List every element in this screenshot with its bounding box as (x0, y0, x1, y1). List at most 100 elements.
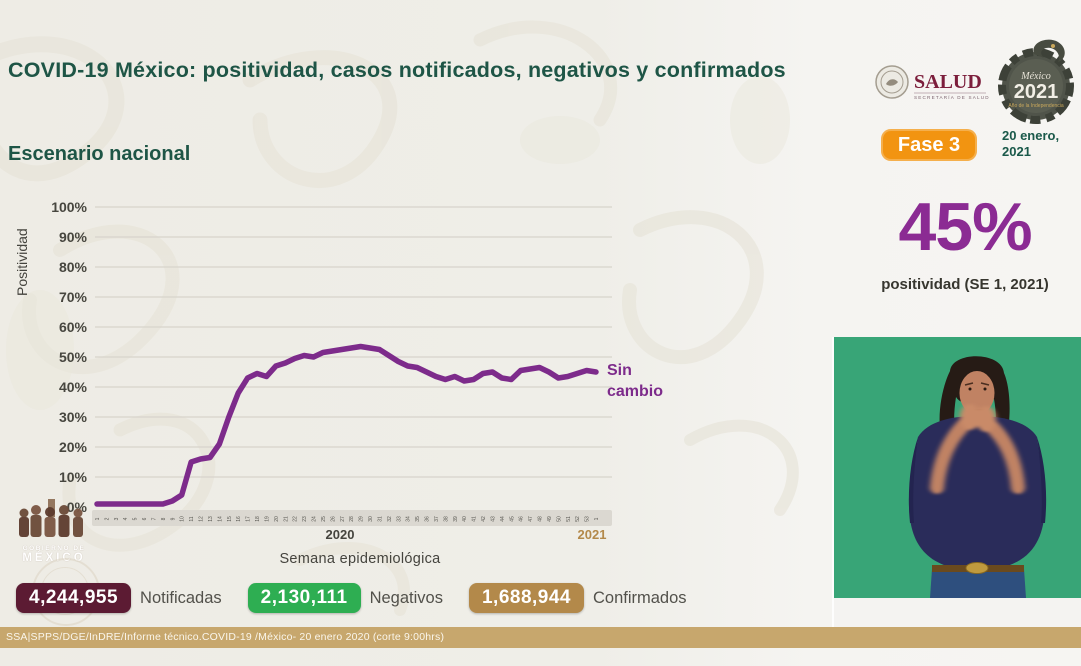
salud-wordmark: SALUD (914, 71, 982, 93)
x-tick-label: 43 (490, 516, 496, 522)
x-tick-label: 28 (349, 516, 355, 522)
x-tick-label: 42 (481, 516, 487, 522)
video-bottom-band (834, 598, 1081, 627)
x-tick-label: 19 (264, 516, 270, 522)
y-tick-label: 30% (59, 409, 88, 425)
salud-subtext: SECRETARÍA DE SALUD (914, 94, 990, 100)
notificadas-label: Notificadas (140, 588, 222, 607)
x-tick-label: 1 (95, 517, 101, 520)
x-tick-label: 36 (425, 516, 431, 522)
y-axis-title: Positividad (14, 228, 30, 296)
x-axis-band (92, 510, 612, 526)
salud-logo: SALUD SECRETARÍA DE SALUD (875, 65, 990, 100)
positivity-chart: 0%10%20%30%40%50%60%70%80%90%100%1 2 3 4 5 6 7… (51, 199, 612, 542)
gobierno-text-line1: GOBIERNO DE (22, 545, 86, 552)
x-tick-label: 26 (330, 516, 336, 522)
fase-badge: Fase 3 (881, 129, 977, 161)
x-tick-label: 49 (547, 516, 553, 522)
x-tick-label: 53 (585, 516, 591, 522)
source-bar: SSA|SPPS/DGE/InDRE/Informe técnico.COVID… (0, 627, 1081, 648)
x-tick-label: 45 (509, 516, 515, 522)
x-tick-label: 14 (217, 516, 223, 522)
y-tick-label: 90% (59, 229, 88, 245)
negativos-badge: 2,130,111 (247, 583, 361, 613)
x-tick-label: 3 (114, 517, 120, 520)
x-tick-label: 44 (500, 516, 506, 522)
interpreter-video (832, 337, 1081, 627)
x-tick-label: 31 (377, 516, 383, 522)
y-tick-label: 60% (59, 319, 88, 335)
confirmados-badge: 1,688,944 (468, 583, 584, 613)
report-date-line2: 2021 (1002, 144, 1031, 159)
mexico-2021-logo: México 2021 Año de la Independencia (998, 39, 1074, 124)
report-date-line1: 20 enero, (1002, 128, 1060, 143)
logo-tagline: Año de la Independencia (1008, 103, 1064, 109)
line-annotation: Sin cambio (607, 362, 664, 400)
logo-script: México (1020, 71, 1050, 82)
y-tick-label: 20% (59, 439, 88, 455)
x-tick-label: 8 (161, 517, 167, 520)
heroes-figures-icon (19, 499, 83, 537)
negativos-label: Negativos (369, 588, 443, 607)
x-tick-label: 51 (566, 516, 572, 522)
x-tick-label: 23 (302, 516, 308, 522)
y-tick-label: 50% (59, 349, 88, 365)
x-tick-label: 18 (255, 516, 261, 522)
notificadas-badge: 4,244,955 (16, 583, 132, 613)
x-tick-label: 10 (180, 516, 186, 522)
x-tick-label: 1 (594, 517, 600, 520)
y-tick-label: 100% (51, 199, 87, 215)
serpent-head-icon (1033, 39, 1065, 62)
x-tick-label: 37 (434, 516, 440, 522)
x-tick-label: 20 (274, 516, 280, 522)
logo-year: 2021 (1014, 81, 1059, 103)
x-tick-label: 21 (283, 516, 289, 522)
x-tick-label: 29 (359, 516, 365, 522)
interpreter-figure (834, 337, 1081, 598)
x-tick-label: 33 (396, 516, 402, 522)
x-tick-label: 52 (575, 516, 581, 522)
y-tick-label: 0% (67, 499, 88, 515)
section-subtitle: Escenario nacional (8, 143, 191, 165)
x-tick-label: 40 (462, 516, 468, 522)
x-tick-label: 38 (443, 516, 449, 522)
x-tick-label: 41 (472, 516, 478, 522)
x-tick-label: 24 (312, 516, 318, 522)
x-tick-label: 35 (415, 516, 421, 522)
x-tick-label: 12 (199, 516, 205, 522)
totals-row: 4,244,955 Notificadas 2,130,111 Negativo… (16, 583, 713, 613)
x-tick-label: 50 (556, 516, 562, 522)
report-date: 20 enero, 2021 (1002, 128, 1059, 160)
x-tick-label: 9 (170, 517, 176, 520)
x-tick-label: 7 (151, 517, 157, 520)
page-title: COVID-19 México: positividad, casos noti… (8, 58, 786, 82)
x-tick-label: 17 (246, 516, 252, 522)
x-tick-label: 39 (453, 516, 459, 522)
x-tick-label: 6 (142, 517, 148, 520)
x-tick-label: 4 (123, 517, 129, 520)
x-tick-label: 13 (208, 516, 214, 522)
year-label-2021: 2021 (578, 527, 607, 542)
x-tick-label: 32 (387, 516, 393, 522)
x-tick-label: 2 (104, 517, 110, 520)
x-tick-label: 22 (293, 516, 299, 522)
positivity-value: 45% (898, 189, 1032, 265)
x-axis-title: Semana epidemiológica (279, 551, 441, 567)
x-tick-label: 16 (236, 516, 242, 522)
x-tick-label: 30 (368, 516, 374, 522)
x-tick-label: 48 (538, 516, 544, 522)
y-tick-label: 80% (59, 259, 88, 275)
x-tick-label: 15 (227, 516, 233, 522)
confirmados-label: Confirmados (593, 588, 687, 607)
x-tick-label: 46 (519, 516, 525, 522)
x-tick-label: 25 (321, 516, 327, 522)
positivity-label: positividad (SE 1, 2021) (881, 276, 1049, 293)
positivity-highlight: 45% positividad (SE 1, 2021) (852, 192, 1078, 293)
x-tick-label: 47 (528, 516, 534, 522)
x-tick-label: 27 (340, 516, 346, 522)
year-label-2020: 2020 (326, 527, 355, 542)
x-tick-label: 34 (406, 516, 412, 522)
y-tick-label: 10% (59, 469, 88, 485)
positivity-line (94, 343, 599, 507)
